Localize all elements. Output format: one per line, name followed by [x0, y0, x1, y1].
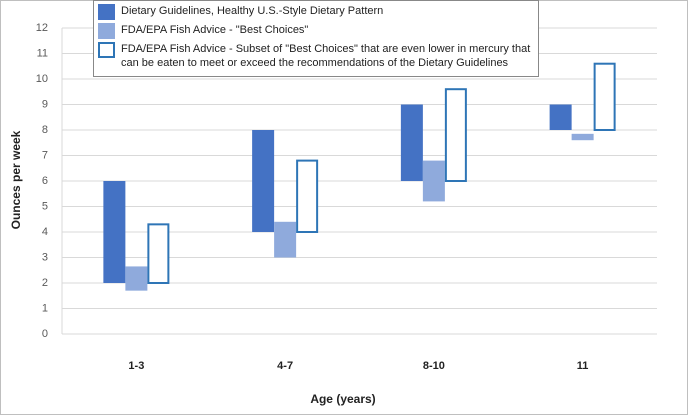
- range-bar: [296, 159, 319, 234]
- y-tick-label: 6: [42, 175, 48, 187]
- y-tick-label: 4: [42, 226, 48, 238]
- range-bar: [125, 266, 148, 291]
- y-axis-title: Ounces per week: [9, 130, 23, 229]
- range-bar: [422, 160, 445, 202]
- legend: Dietary Guidelines, Healthy U.S.-Style D…: [93, 0, 539, 77]
- y-tick-label: 0: [42, 328, 48, 340]
- range-bar: [252, 130, 275, 232]
- y-tick-label: 1: [42, 302, 48, 314]
- range-bar: [593, 62, 616, 132]
- legend-item: Dietary Guidelines, Healthy U.S.-Style D…: [98, 4, 534, 20]
- x-tick-label: 11: [577, 360, 589, 372]
- y-tick-label: 10: [36, 73, 48, 85]
- y-tick-label: 8: [42, 124, 48, 136]
- y-tick-label: 5: [42, 200, 48, 212]
- y-tick-label: 9: [42, 98, 48, 110]
- legend-label: FDA/EPA Fish Advice - "Best Choices": [121, 24, 309, 36]
- y-tick-label: 11: [37, 47, 48, 59]
- x-axis-title: Age (years): [310, 392, 375, 406]
- legend-label: FDA/EPA Fish Advice - Subset of "Best Ch…: [121, 43, 531, 69]
- legend-item: FDA/EPA Fish Advice - "Best Choices": [98, 23, 534, 39]
- range-bar: [400, 104, 423, 181]
- legend-swatch: [98, 23, 115, 39]
- x-tick-label: 4-7: [277, 360, 293, 372]
- range-bar: [571, 133, 594, 141]
- legend-label: Dietary Guidelines, Healthy U.S.-Style D…: [121, 5, 384, 17]
- y-tick-label: 3: [42, 251, 48, 263]
- legend-swatch: [98, 42, 115, 58]
- x-tick-label: 1-3: [128, 360, 144, 372]
- range-bar: [274, 221, 297, 258]
- y-tick-label: 2: [42, 277, 48, 289]
- range-bar: [147, 223, 170, 285]
- range-bar: [444, 88, 467, 182]
- y-tick-label: 12: [36, 22, 48, 34]
- range-bar: [103, 181, 126, 283]
- legend-swatch: [98, 4, 115, 20]
- x-tick-label: 8-10: [423, 360, 445, 372]
- y-tick-label: 7: [42, 149, 48, 161]
- legend-item: FDA/EPA Fish Advice - Subset of "Best Ch…: [98, 42, 534, 70]
- range-bar: [549, 104, 572, 130]
